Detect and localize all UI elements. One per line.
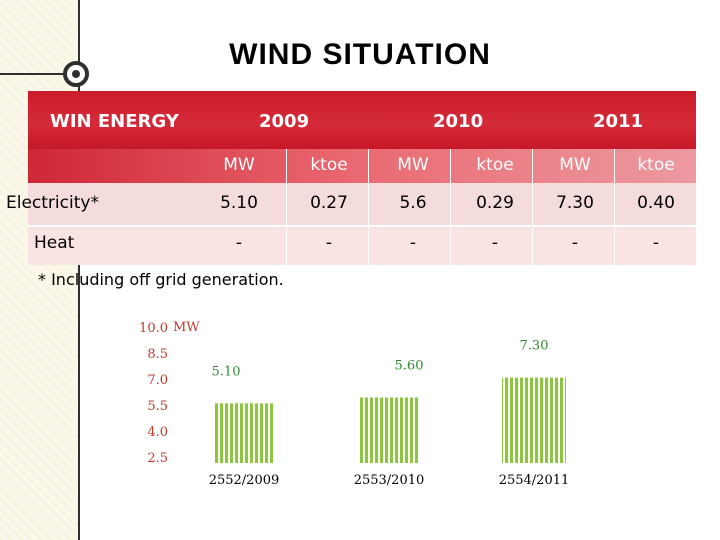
y-tick-label: 2.5 [147, 451, 168, 466]
table-cell: 5.6 [399, 193, 427, 213]
table-cell: - [409, 233, 417, 253]
y-tick-label: 4.0 [147, 425, 168, 440]
decorative-circle-icon [63, 61, 89, 87]
y-tick-label: 8.5 [147, 347, 168, 362]
decorative-horizontal-line [0, 73, 80, 75]
decorative-pattern-strip [0, 0, 80, 540]
table-cell: - [235, 233, 243, 253]
table-divider [532, 149, 533, 265]
unit-cell: MW [223, 155, 255, 175]
unit-cell: ktoe [476, 155, 514, 175]
unit-cell: MW [559, 155, 591, 175]
x-tick-label: 2553/2010 [354, 473, 425, 488]
table-cell: 7.30 [556, 193, 594, 213]
bar [358, 397, 420, 463]
table-cell: 0.40 [637, 193, 675, 213]
unit-cell: MW [397, 155, 429, 175]
table-cell: - [491, 233, 499, 253]
x-tick-label: 2554/2011 [499, 473, 570, 488]
footnote: * Including off grid generation. [38, 270, 284, 289]
table-cell: - [325, 233, 333, 253]
y-tick-label: 10.0 [139, 321, 168, 336]
table-divider [286, 149, 287, 265]
page-title: WIND SITUATION [229, 38, 491, 71]
bar [502, 377, 566, 463]
table-cell: - [571, 233, 579, 253]
table-cell: 5.10 [220, 193, 258, 213]
year-header-2009: 2009 [259, 111, 310, 132]
table-row: Electricity* 5.10 0.27 5.6 0.29 7.30 0.4… [6, 183, 696, 225]
decorative-vertical-line [78, 0, 80, 540]
table-divider [450, 149, 451, 265]
bar [214, 403, 274, 463]
x-tick-label: 2552/2009 [209, 473, 280, 488]
year-header-2011: 2011 [593, 111, 644, 132]
row-label-heat: Heat [34, 233, 75, 253]
y-tick-label: 7.0 [147, 373, 168, 388]
bar-value-label: 7.30 [520, 339, 549, 354]
unit-cell: ktoe [310, 155, 348, 175]
table-cell: - [652, 233, 660, 253]
table-cell: 0.29 [476, 193, 514, 213]
table-corner-label: WIN ENERGY [50, 111, 179, 132]
table-divider [614, 149, 615, 265]
table-row: Heat - - - - - - [28, 225, 696, 265]
wind-energy-table: WIN ENERGY 2009 2010 2011 MW ktoe MW kto… [6, 91, 696, 265]
unit-cell: ktoe [637, 155, 675, 175]
row-label-electricity: Electricity* [6, 193, 99, 213]
bar-value-label: 5.60 [395, 358, 424, 373]
table-header-row: WIN ENERGY 2009 2010 2011 [28, 91, 696, 149]
bar-value-label: 5.10 [212, 364, 241, 379]
table-cell: 0.27 [310, 193, 348, 213]
table-units-row: MW ktoe MW ktoe MW ktoe [28, 149, 696, 183]
year-header-2010: 2010 [433, 111, 484, 132]
table-divider [368, 149, 369, 265]
y-tick-label: 5.5 [147, 399, 168, 414]
y-unit-label: MW [173, 320, 200, 335]
